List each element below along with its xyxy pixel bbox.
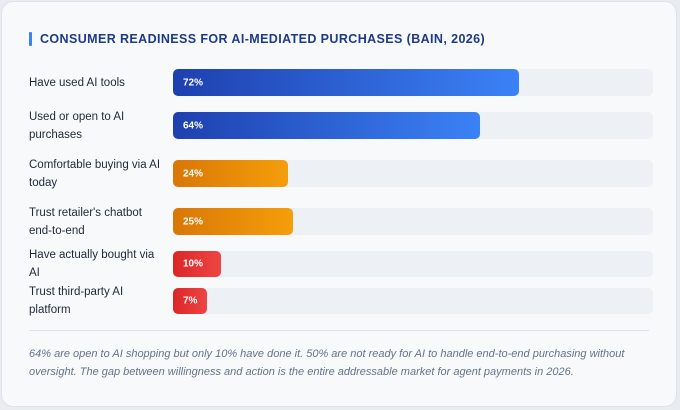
bar: 10% <box>173 251 221 277</box>
divider <box>29 330 649 331</box>
bar: 24% <box>173 160 288 187</box>
bar-track: 10% <box>173 251 653 277</box>
category-label: Comfortable buying via AI today <box>29 158 161 189</box>
bar-value-label: 25% <box>183 216 204 227</box>
bar-row: Have used AI tools 72% <box>2 69 678 96</box>
bar: 7% <box>173 288 207 314</box>
bar: 25% <box>173 208 293 235</box>
category-label: Have actually bought via AI <box>29 249 155 279</box>
category-label: Used or open to AI purchases <box>29 110 125 141</box>
category-label: Trust retailer's chatbot end-to-end <box>29 206 142 237</box>
bar-value-label: 24% <box>183 168 204 179</box>
chart-header: CONSUMER READINESS FOR AI-MEDIATED PURCH… <box>29 32 485 46</box>
bar-value-label: 7% <box>183 295 198 307</box>
bar-track: 7% <box>173 288 653 314</box>
bar-row: Used or open to AI purchases 64% <box>2 110 678 141</box>
bar: 64% <box>173 112 480 139</box>
title-accent-bar <box>29 32 32 46</box>
bar-value-label: 64% <box>183 120 204 131</box>
category-label: Have used AI tools <box>29 76 125 89</box>
bar-track: 64% <box>173 112 653 139</box>
bar-value-label: 72% <box>183 77 204 88</box>
bar-row: Trust third-party AI platform 7% <box>2 286 678 316</box>
bar-track: 72% <box>173 69 653 96</box>
bar-row: Trust retailer's chatbot end-to-end 25% <box>2 206 678 237</box>
bar-row: Have actually bought via AI 10% <box>2 249 678 279</box>
bar-chart: Have used AI tools 72% Used or open to AI … <box>2 2 678 332</box>
bar-row: Comfortable buying via AI today 24% <box>2 158 678 189</box>
bar: 72% <box>173 69 519 96</box>
bar-value-label: 10% <box>183 258 204 270</box>
category-label: Trust third-party AI platform <box>29 286 124 316</box>
bar-track: 24% <box>173 160 653 187</box>
bar-track: 25% <box>173 208 653 235</box>
chart-title: CONSUMER READINESS FOR AI-MEDIATED PURCH… <box>40 32 486 46</box>
chart-footnote: 64% are open to AI shopping but only 10%… <box>29 348 625 378</box>
